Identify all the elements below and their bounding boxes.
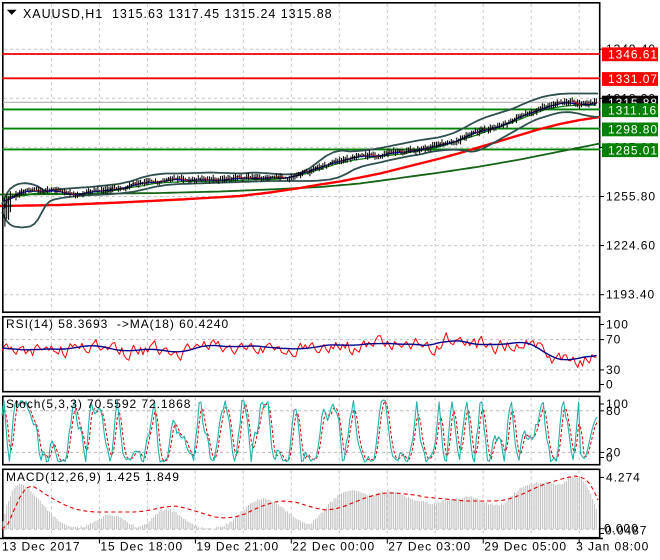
svg-text:30: 30 (606, 363, 621, 377)
svg-text:13 Dec 2017: 13 Dec 2017 (2, 540, 81, 554)
svg-text:70: 70 (606, 333, 621, 347)
svg-text:3 Jan 08:00: 3 Jan 08:00 (576, 540, 649, 554)
svg-text:1255.80: 1255.80 (606, 190, 656, 204)
svg-text:15 Dec 18:00: 15 Dec 18:00 (100, 540, 183, 554)
svg-text:1311.16: 1311.16 (608, 103, 657, 117)
svg-text:1298.80: 1298.80 (608, 123, 658, 137)
svg-text:0.0487: 0.0487 (605, 524, 647, 538)
svg-text:0.000: 0.000 (604, 522, 639, 536)
svg-text:0: 0 (606, 451, 614, 465)
svg-text:1224.60: 1224.60 (606, 239, 656, 253)
svg-text:20: 20 (606, 445, 621, 459)
svg-text:0: 0 (606, 378, 614, 392)
svg-text:XAUUSD,H1 1315.63 1317.45 131: XAUUSD,H1 1315.63 1317.45 1315.24 1315.8… (23, 7, 333, 21)
svg-text:19 Dec 21:00: 19 Dec 21:00 (196, 540, 279, 554)
svg-text:80: 80 (606, 404, 621, 418)
svg-text:1285.01: 1285.01 (608, 143, 658, 157)
svg-text:29 Dec 05:00: 29 Dec 05:00 (484, 540, 567, 554)
svg-text:22 Dec 00:00: 22 Dec 00:00 (292, 540, 375, 554)
svg-text:27 Dec 03:00: 27 Dec 03:00 (388, 540, 471, 554)
svg-text:4.274: 4.274 (606, 470, 641, 484)
svg-text:1193.40: 1193.40 (606, 288, 655, 302)
svg-text:100: 100 (606, 318, 629, 332)
svg-text:1331.07: 1331.07 (608, 72, 658, 86)
svg-text:Stoch(5,3,3) 70.5592 72.1868: Stoch(5,3,3) 70.5592 72.1868 (6, 397, 191, 411)
svg-text:100: 100 (606, 397, 629, 411)
svg-text:1346.61: 1346.61 (608, 48, 658, 62)
svg-text:MACD(12,26,9) 1.425 1.849: MACD(12,26,9) 1.425 1.849 (6, 470, 180, 484)
svg-text:RSI(14) 58.3693 ->MA(18) 60.4: RSI(14) 58.3693 ->MA(18) 60.4240 (6, 317, 229, 331)
